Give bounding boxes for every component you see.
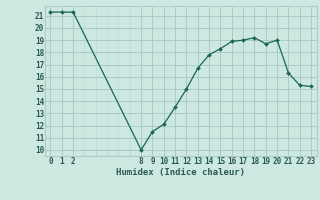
X-axis label: Humidex (Indice chaleur): Humidex (Indice chaleur) [116, 168, 245, 177]
